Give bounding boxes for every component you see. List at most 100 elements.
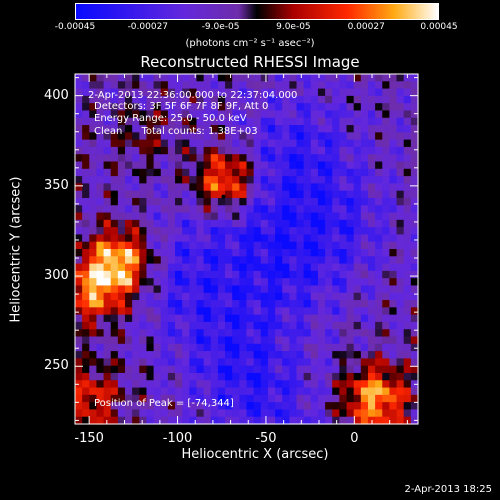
heatmap-cell — [182, 117, 190, 126]
heatmap-cell — [253, 125, 262, 133]
heatmap-cell — [182, 212, 190, 221]
heatmap-cell — [289, 336, 298, 345]
heatmap-cell — [246, 219, 255, 228]
heatmap-cell — [125, 300, 133, 308]
heatmap-cell — [246, 402, 255, 411]
heatmap-cell — [217, 380, 226, 389]
heatmap-cell — [296, 227, 305, 236]
heatmap-cell — [246, 241, 255, 250]
heatmap-cell — [239, 117, 248, 126]
heatmap-cell — [96, 394, 105, 403]
heatmap-cell — [410, 314, 419, 323]
heatmap-cell — [132, 300, 140, 308]
heatmap-cell — [132, 81, 140, 90]
heatmap-cell — [75, 256, 83, 265]
heatmap-cell — [339, 161, 348, 170]
heatmap-cell — [410, 351, 419, 359]
heatmap-cell — [232, 161, 240, 170]
heatmap-cell — [367, 321, 376, 330]
heatmap-cell — [96, 249, 105, 257]
heatmap-cell — [260, 321, 269, 330]
heatmap-cell — [117, 176, 126, 184]
heatmap-cell — [325, 139, 333, 148]
heatmap-cell — [132, 205, 140, 214]
heatmap-cell — [282, 394, 290, 403]
heatmap-cell — [282, 416, 290, 425]
heatmap-cell — [239, 95, 248, 104]
heatmap-cell — [232, 81, 240, 90]
heatmap-cell — [367, 402, 376, 411]
heatmap-cell — [360, 292, 369, 301]
heatmap-cell — [289, 416, 298, 425]
heatmap-cell — [89, 197, 98, 206]
heatmap-cell — [375, 139, 383, 148]
heatmap-cell — [289, 227, 298, 236]
heatmap-cell — [139, 256, 148, 265]
heatmap-cell — [203, 110, 212, 119]
heatmap-cell — [296, 278, 305, 287]
heatmap-cell — [260, 336, 269, 345]
heatmap-cell — [346, 168, 355, 177]
heatmap-cell — [346, 321, 355, 330]
heatmap-cell — [403, 161, 412, 170]
heatmap-cell — [175, 292, 183, 301]
heatmap-cell — [75, 234, 83, 243]
heatmap-cell — [282, 336, 290, 345]
heatmap-cell — [253, 176, 262, 184]
heatmap-cell — [210, 256, 219, 265]
heatmap-cell — [110, 351, 119, 359]
heatmap-cell — [353, 125, 362, 133]
heatmap-cell — [125, 95, 133, 104]
heatmap-cell — [246, 234, 255, 243]
heatmap-cell — [367, 292, 376, 301]
heatmap-cell — [196, 139, 205, 148]
heatmap-cell — [239, 146, 248, 155]
heatmap-cell — [275, 168, 283, 177]
heatmap-cell — [210, 125, 219, 133]
heatmap-cell — [260, 74, 269, 82]
heatmap-cell — [260, 402, 269, 411]
heatmap-cell — [389, 212, 398, 221]
heatmap-cell — [410, 394, 419, 403]
heatmap-cell — [275, 307, 283, 316]
heatmap-cell — [210, 300, 219, 308]
heatmap-cell — [382, 95, 391, 104]
heatmap-cell — [246, 197, 255, 206]
heatmap-cell — [346, 139, 355, 148]
heatmap-cell — [360, 358, 369, 367]
heatmap-cell — [89, 110, 98, 119]
heatmap-cell — [153, 380, 162, 389]
heatmap-cell — [346, 205, 355, 214]
heatmap-cell — [275, 263, 283, 272]
heatmap-cell — [239, 307, 248, 316]
heatmap-cell — [389, 190, 398, 199]
heatmap-cell — [367, 249, 376, 257]
heatmap-cell — [110, 416, 119, 425]
heatmap-cell — [132, 387, 140, 396]
heatmap-cell — [346, 270, 355, 279]
heatmap-cell — [410, 95, 419, 104]
heatmap-cell — [203, 125, 212, 133]
heatmap-cell — [125, 270, 133, 279]
heatmap-cell — [182, 321, 190, 330]
heatmap-cell — [396, 117, 405, 126]
heatmap-cell — [160, 88, 169, 97]
heatmap-cell — [310, 234, 319, 243]
heatmap-cell — [110, 394, 119, 403]
heatmap-cell — [203, 292, 212, 301]
heatmap-cell — [325, 146, 333, 155]
heatmap-cell — [175, 263, 183, 272]
heatmap-cell — [89, 307, 98, 316]
heatmap-cell — [132, 146, 140, 155]
heatmap-cell — [396, 402, 405, 411]
heatmap-cell — [296, 161, 305, 170]
heatmap-cell — [396, 263, 405, 272]
heatmap-cell — [146, 154, 155, 163]
heatmap-cell — [225, 168, 233, 177]
heatmap-cell — [253, 256, 262, 265]
heatmap-cell — [132, 95, 140, 104]
heatmap-cell — [167, 219, 176, 228]
heatmap-cell — [332, 117, 340, 126]
heatmap-cell — [253, 263, 262, 272]
heatmap-cell — [117, 168, 126, 177]
